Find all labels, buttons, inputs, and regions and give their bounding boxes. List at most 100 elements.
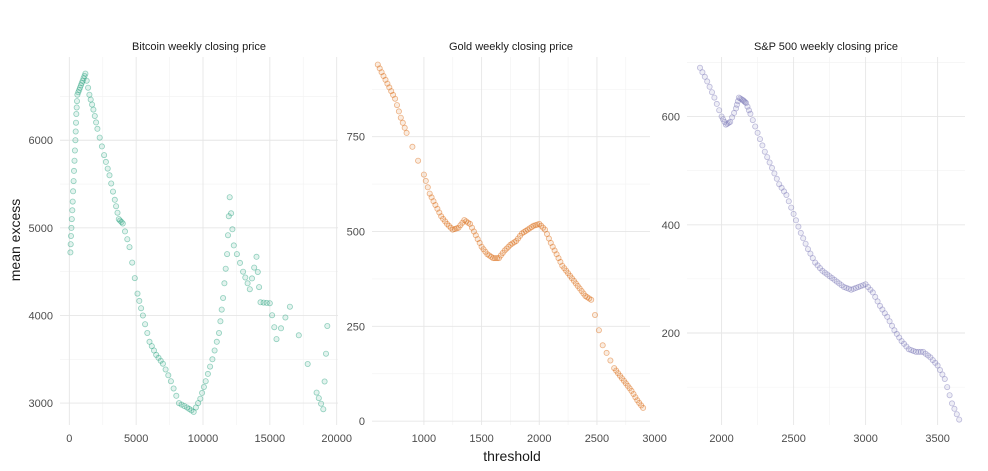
data-point [218, 306, 225, 313]
data-point [399, 119, 406, 126]
data-point [209, 356, 216, 363]
data-point [115, 216, 122, 223]
data-point [68, 224, 75, 231]
data-point [889, 322, 896, 329]
data-point [915, 348, 922, 355]
x-tick-label: 2000 [709, 433, 733, 445]
data-point [584, 294, 591, 301]
data-point [440, 215, 447, 222]
data-point [313, 389, 320, 396]
data-point [893, 330, 900, 337]
data-point [266, 300, 273, 307]
data-point [72, 128, 79, 135]
data-point [493, 255, 500, 262]
data-point [106, 172, 113, 179]
data-point [153, 351, 160, 358]
data-point [495, 255, 502, 262]
data-point [415, 157, 422, 164]
data-point [165, 372, 172, 379]
data-point [877, 302, 884, 309]
data-point [142, 321, 149, 328]
data-point [628, 387, 635, 394]
data-point [221, 280, 228, 287]
data-point [843, 284, 850, 291]
data-point [724, 120, 731, 127]
data-point [927, 354, 934, 361]
data-point [68, 216, 75, 223]
data-point [295, 332, 302, 339]
data-point [253, 253, 260, 260]
data-point [522, 227, 529, 234]
data-point [833, 278, 840, 285]
data-point [932, 359, 939, 366]
data-point [744, 103, 751, 110]
data-point [542, 226, 549, 233]
data-point [910, 347, 917, 354]
data-point [613, 367, 620, 374]
data-point [520, 229, 527, 236]
data-point [532, 222, 539, 229]
data-point [382, 76, 389, 83]
data-point [393, 102, 400, 109]
data-point [68, 232, 75, 239]
data-point [134, 290, 141, 297]
data-point [867, 286, 874, 293]
x-tick-label: 15000 [255, 433, 286, 445]
data-point [110, 188, 117, 195]
data-point [242, 274, 249, 281]
data-point [78, 80, 85, 87]
data-point [197, 395, 204, 402]
data-point [536, 220, 543, 227]
data-point [480, 246, 487, 253]
data-point [592, 311, 599, 318]
data-point [716, 107, 723, 114]
data-point [741, 98, 748, 105]
data-point [588, 296, 595, 303]
data-point [222, 265, 229, 272]
data-point [192, 404, 199, 411]
data-point [578, 287, 585, 294]
data-point [497, 252, 504, 259]
data-point [215, 329, 222, 336]
data-point [424, 184, 431, 191]
data-point [263, 299, 270, 306]
data-point [451, 225, 458, 232]
data-point [595, 327, 602, 334]
data-point [908, 347, 915, 354]
data-point [155, 354, 162, 361]
data-point [482, 248, 489, 255]
data-point [800, 235, 807, 242]
data-point [376, 65, 383, 72]
data-point [468, 224, 475, 231]
data-point [73, 111, 80, 118]
data-point [321, 378, 328, 385]
data-point [181, 402, 188, 409]
data-point [922, 350, 929, 357]
data-point [853, 284, 860, 291]
y-tick-label: 250 [347, 321, 365, 333]
data-point [96, 134, 103, 141]
data-point [463, 218, 470, 225]
x-tick-label: 10000 [188, 433, 219, 445]
data-point [490, 255, 497, 262]
data-point [273, 336, 280, 343]
data-point [81, 73, 88, 80]
data-point [167, 378, 174, 385]
data-point [721, 118, 728, 125]
data-point [315, 395, 322, 402]
data-point [519, 230, 526, 237]
data-point [86, 91, 93, 98]
data-point [544, 230, 551, 237]
data-point [73, 104, 80, 111]
x-tick-label: 1500 [469, 433, 493, 445]
data-point [499, 249, 506, 256]
data-point [220, 294, 227, 301]
data-point [390, 91, 397, 98]
data-point [397, 114, 404, 121]
data-point [503, 245, 510, 252]
data-point [934, 362, 941, 369]
data-point [553, 251, 560, 258]
data-point [248, 275, 255, 282]
data-point [913, 348, 920, 355]
